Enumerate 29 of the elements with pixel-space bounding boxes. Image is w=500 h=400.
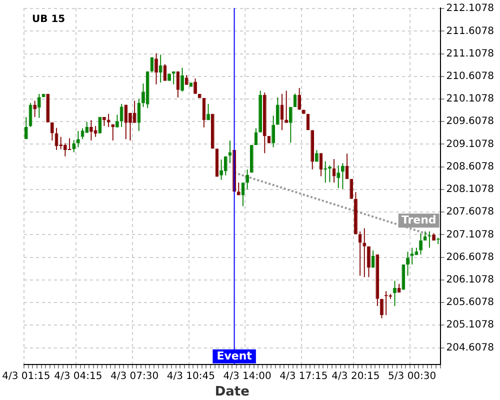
y-tick-label: 208.1078 bbox=[446, 184, 494, 196]
y-tick-label: 207.1078 bbox=[446, 229, 494, 240]
y-tick-label: 211.1078 bbox=[446, 48, 494, 60]
x-tick-label: 4/3 07:30 bbox=[110, 370, 159, 382]
y-tick-label: 206.1078 bbox=[446, 274, 494, 286]
y-tick-label: 210.6078 bbox=[446, 70, 494, 82]
y-tick-label: 209.1078 bbox=[446, 138, 494, 150]
y-tick-label: 205.6078 bbox=[446, 297, 494, 308]
y-tick-label: 208.6078 bbox=[446, 161, 494, 172]
y-tick-label: 210.1078 bbox=[446, 94, 494, 105]
y-tick-label: 212.1078 bbox=[446, 3, 494, 14]
y-tick-label: 206.6078 bbox=[446, 252, 494, 263]
x-tick-label: 4/3 14:00 bbox=[223, 370, 272, 382]
x-tick-label: 4/3 20:15 bbox=[332, 370, 380, 382]
y-tick-label: 205.1078 bbox=[446, 320, 494, 331]
y-tick-label: 211.6078 bbox=[446, 26, 494, 37]
x-tick-label: 4/3 10:45 bbox=[166, 370, 215, 382]
x-tick-label: 4/3 17:15 bbox=[280, 370, 328, 382]
candlestick bbox=[59, 136, 63, 150]
x-tick-label: 4/3 01:15 bbox=[2, 370, 50, 382]
y-tick-label: 204.6078 bbox=[446, 342, 494, 354]
x-tick-label: 5/3 00:30 bbox=[388, 370, 436, 382]
text: UB 15 bbox=[32, 14, 66, 25]
x-axis-title: Date bbox=[214, 384, 250, 400]
y-tick-label: 207.6078 bbox=[446, 206, 494, 218]
x-tick-label: 4/3 04:15 bbox=[54, 370, 102, 382]
series-label: Trend bbox=[401, 213, 436, 226]
y-tick-label: 209.6078 bbox=[446, 116, 494, 128]
annotation: Event bbox=[216, 349, 252, 362]
